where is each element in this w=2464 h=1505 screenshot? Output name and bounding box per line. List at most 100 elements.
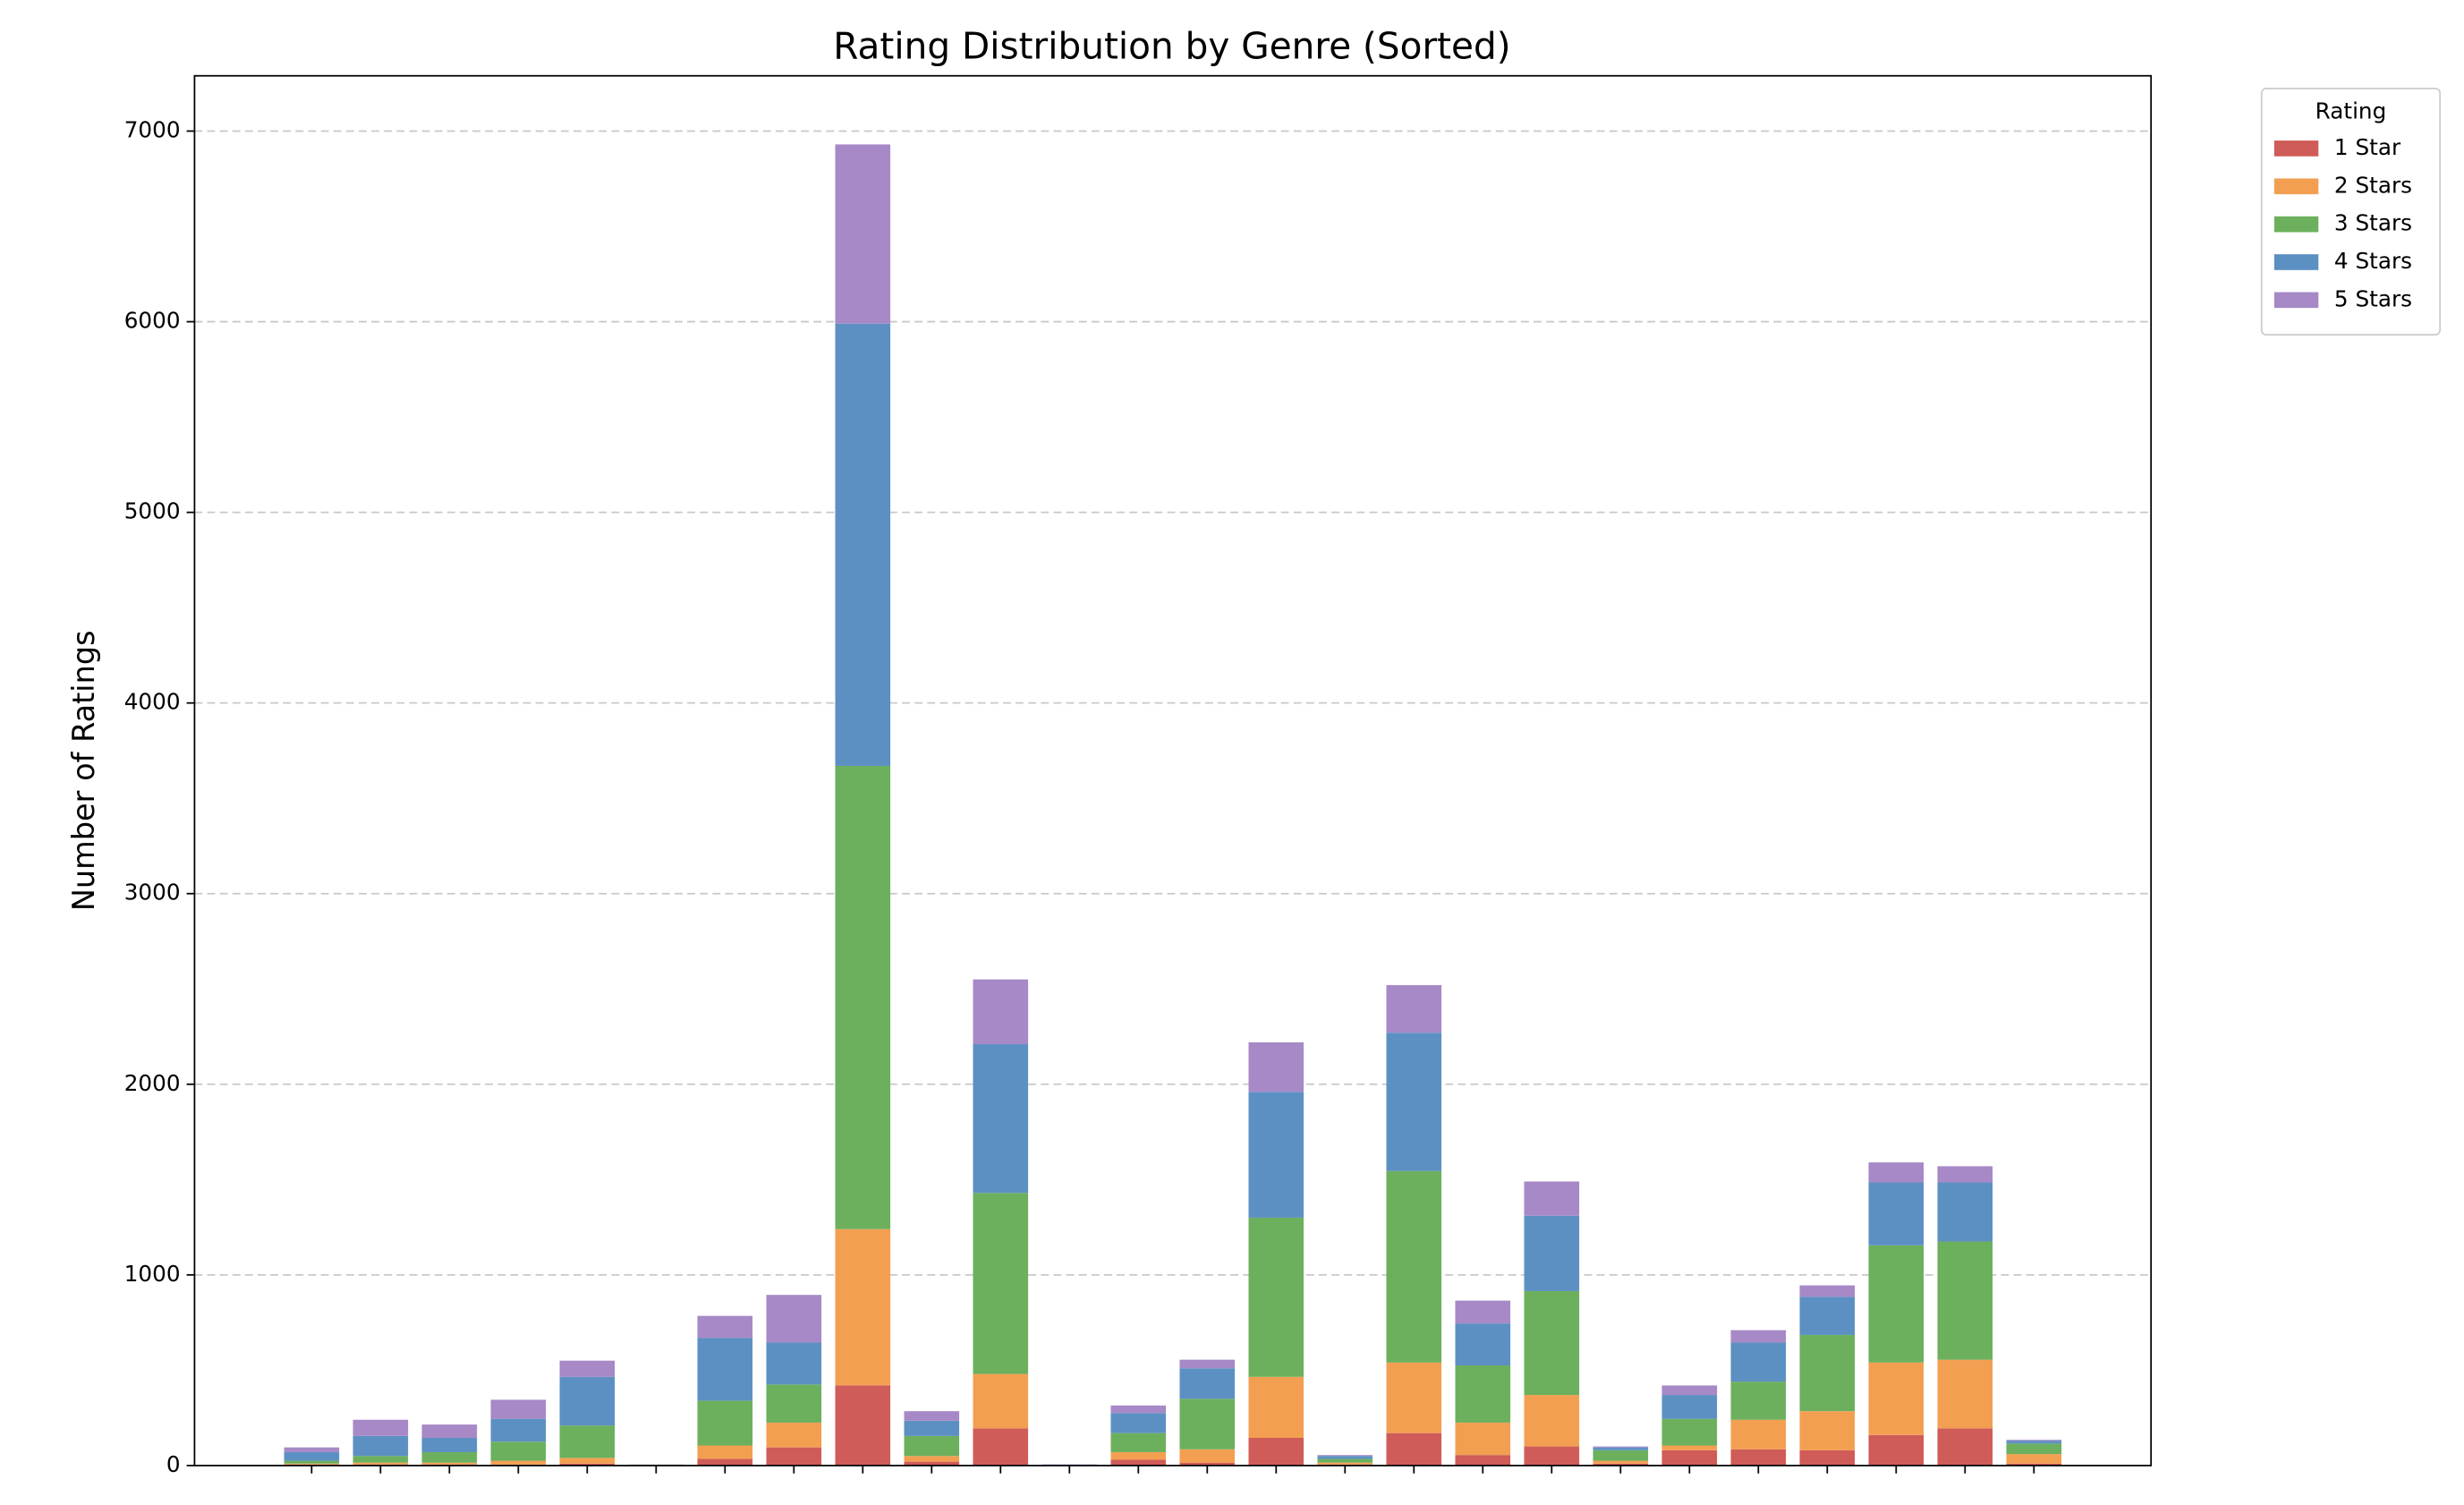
bar-segment [1110,1413,1167,1433]
bar-segment [697,1315,753,1339]
bar-segment [490,1399,547,1419]
bar-segment [1524,1395,1580,1447]
bar-segment [1868,1162,1924,1183]
y-tick-label: 1000 [124,1261,181,1287]
bar-segment [1179,1462,1236,1466]
bar-segment [1110,1451,1167,1460]
bar-segment [421,1462,478,1465]
bar-segment [1524,1290,1580,1396]
bar-segment [421,1451,478,1463]
bar-segment [973,1373,1029,1429]
bar-segment [697,1458,753,1466]
bar-segment [353,1462,409,1465]
bar-segment [766,1422,822,1448]
bar-segment [1937,1428,1993,1466]
bar-segment [1179,1359,1236,1369]
bar-segment [904,1411,960,1421]
bar-segment [1317,1456,1373,1459]
bar-segment [1179,1368,1236,1399]
y-tick-label: 0 [166,1451,181,1477]
bar-segment [421,1437,478,1452]
bar-segment [766,1295,822,1343]
bar-segment [2006,1441,2062,1444]
bar-segment [284,1447,340,1452]
bar-segment [766,1384,822,1423]
bar-segment [1248,1376,1304,1438]
bar-segment [835,144,891,324]
bar-segment [559,1376,616,1426]
bar-segment [835,1229,891,1386]
bar-segment [1730,1449,1787,1466]
legend-label: 3 Stars [2334,210,2412,236]
bar-segment [904,1420,960,1436]
bar-segment [1868,1182,1924,1246]
bar-segment [1455,1365,1511,1423]
bar-segment [1799,1334,1856,1412]
legend-swatch [2273,216,2319,233]
legend-label: 5 Stars [2334,285,2412,311]
bar-segment [284,1460,340,1464]
bar-segment [1248,1217,1304,1377]
bar-segment [1248,1092,1304,1218]
bar-segment [835,1385,891,1466]
bar-segment [1661,1395,1718,1419]
bar-segment [766,1447,822,1466]
bar-segment [697,1445,753,1459]
bar-segment [1937,1182,1993,1242]
legend-label: 1 Star [2334,134,2401,160]
bar-segment [1455,1455,1511,1466]
bar-segment [1455,1422,1511,1456]
y-tick-label: 7000 [124,117,181,143]
bar-segment [2006,1440,2062,1441]
bar-segment [490,1418,547,1442]
y-tick-label: 3000 [124,880,181,906]
bar-segment [490,1460,547,1465]
bar-segment [1937,1359,1993,1429]
bar-segment [1868,1362,1924,1435]
bar-segment [1868,1245,1924,1363]
bar-segment [1524,1181,1580,1216]
bar-segment [1868,1434,1924,1466]
bar-segment [1386,1170,1442,1363]
bar-segment [973,1193,1029,1374]
bar-segment [1593,1450,1649,1461]
bar-segment [1524,1215,1580,1291]
bar-segment [1730,1342,1787,1382]
y-tick-label: 6000 [124,308,181,334]
y-axis-label: Number of Ratings [66,630,101,911]
legend-label: 4 Stars [2334,248,2412,274]
legend-swatch [2273,178,2319,195]
bar-segment [559,1458,616,1464]
bar-segment [1661,1445,1718,1450]
bar-segment [1248,1042,1304,1093]
bar-segment [1317,1458,1373,1463]
bar-segment [1661,1450,1718,1466]
bar-segment [284,1463,340,1465]
bar-segment [1799,1411,1856,1450]
bar-segment [1593,1447,1649,1450]
bar-segment [1730,1330,1787,1343]
bar-segment [1593,1463,1649,1466]
bar-segment [1593,1460,1649,1464]
bar-segment [1455,1300,1511,1324]
bar-segment [353,1456,409,1463]
bar-segment [697,1400,753,1446]
legend-swatch [2273,254,2319,270]
bar-segment [1730,1382,1787,1420]
bar-segment [1799,1450,1856,1466]
bar-segment [904,1456,960,1462]
bar-segment [1524,1446,1580,1466]
y-tick-label: 5000 [124,498,181,524]
bar-segment [1110,1405,1167,1414]
bar-segment [1455,1323,1511,1366]
bar-segment [1386,984,1442,1033]
bar-segment [1937,1241,1993,1360]
bar-segment [1386,1362,1442,1433]
bar-segment [1937,1166,1993,1183]
bar-segment [353,1419,409,1436]
y-tick-label: 4000 [124,689,181,715]
legend-label: 2 Stars [2334,172,2412,198]
bar-segment [490,1441,547,1461]
